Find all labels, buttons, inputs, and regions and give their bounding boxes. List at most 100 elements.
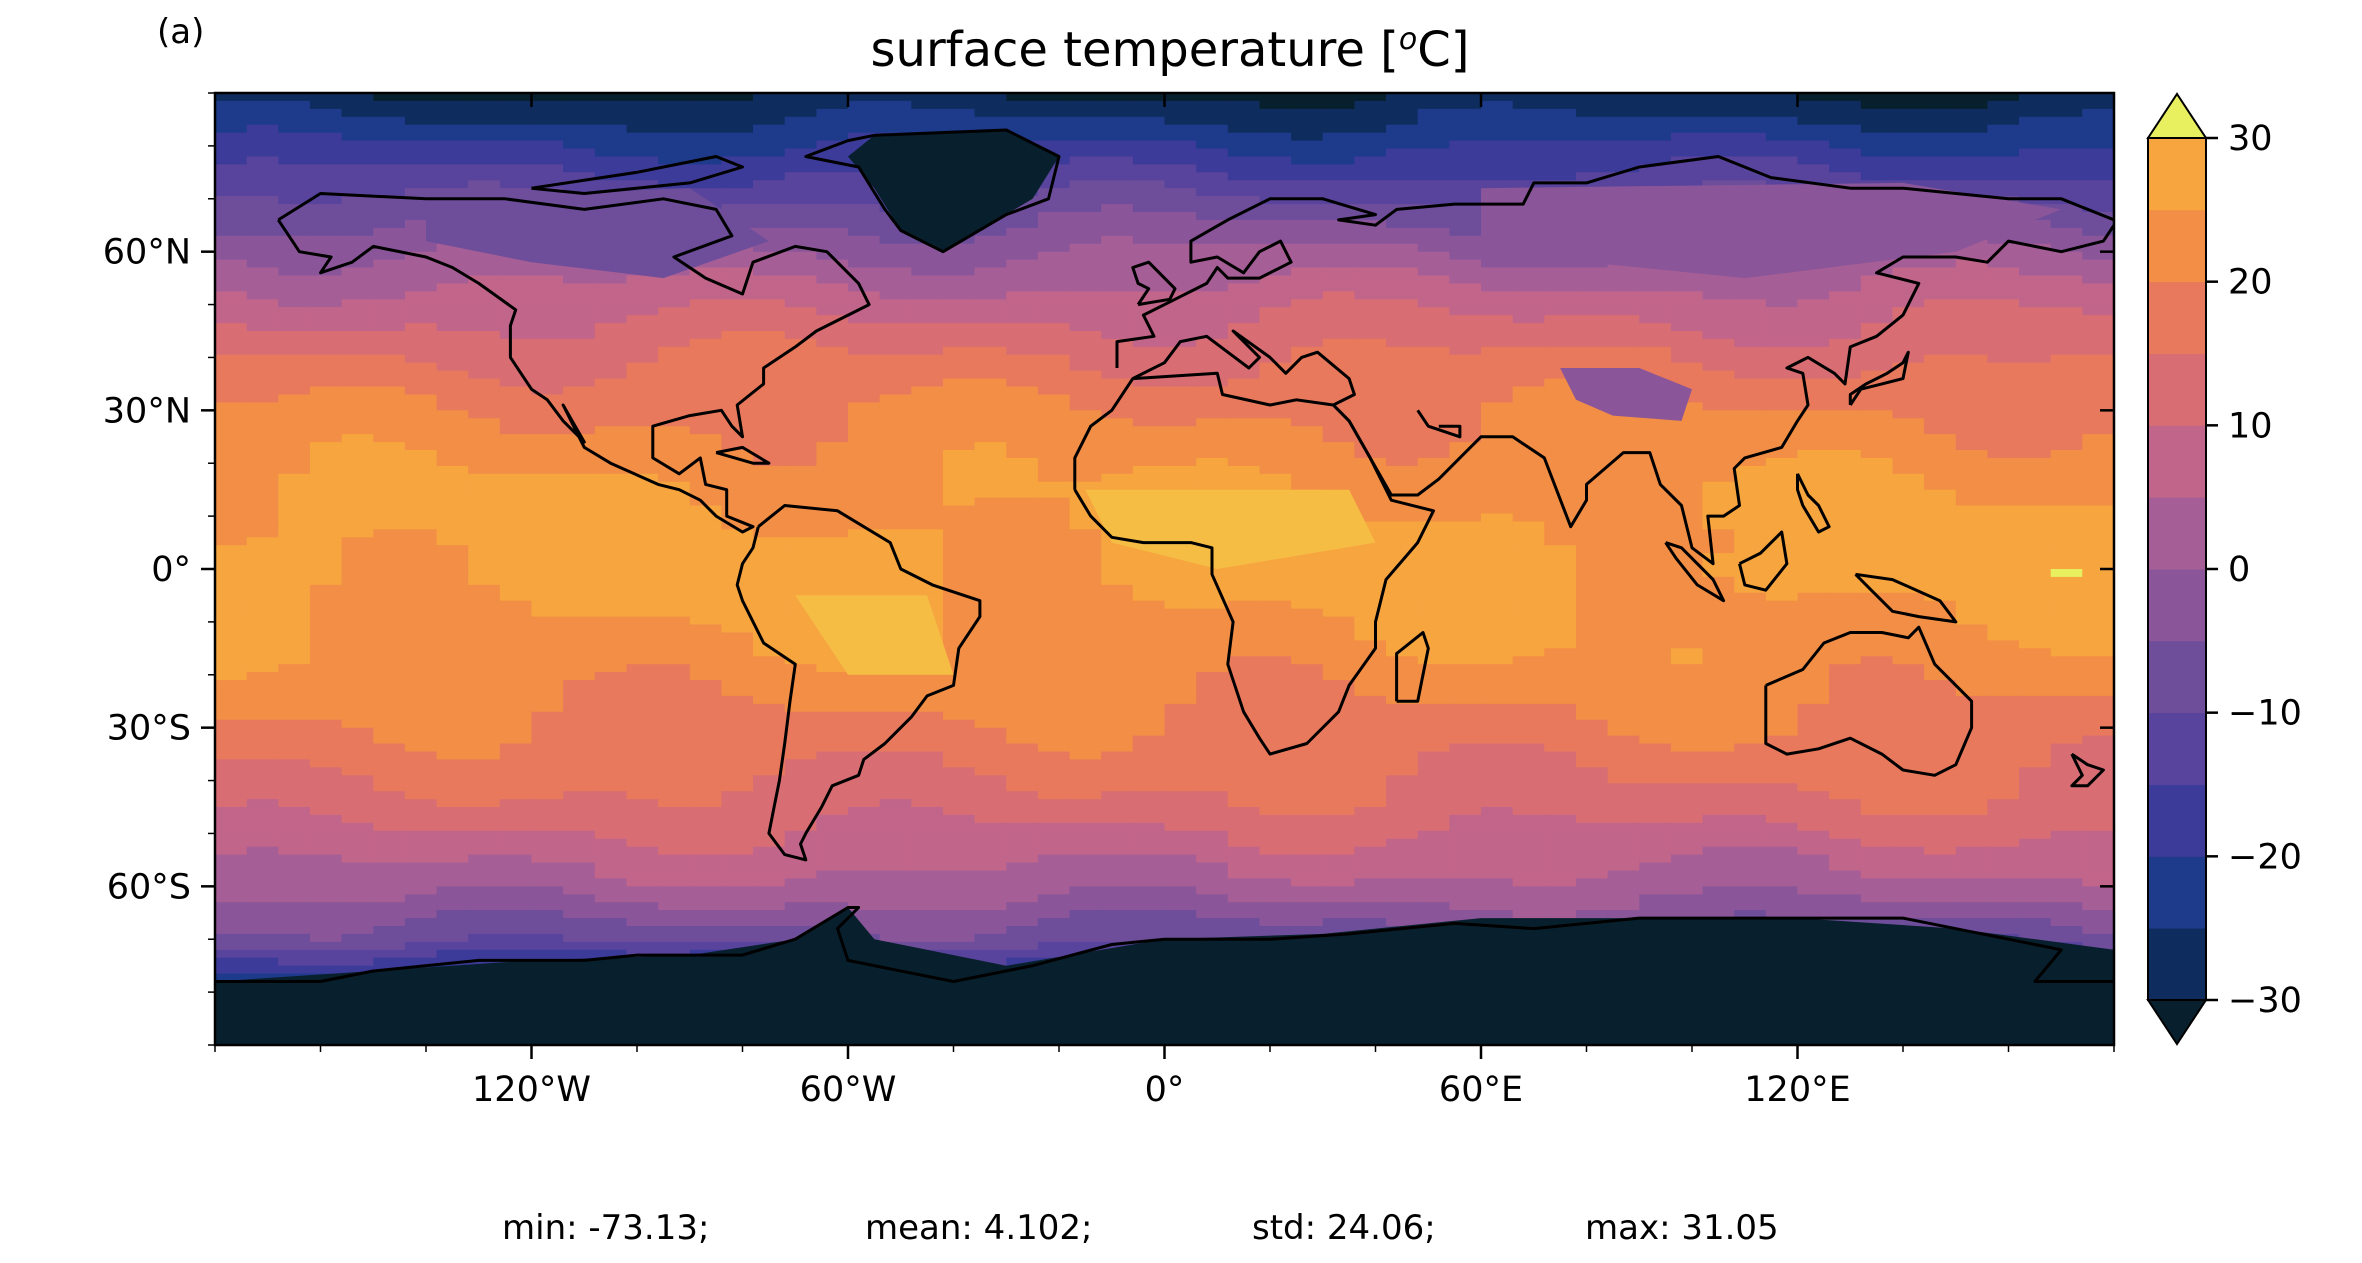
temperature-cell (1417, 323, 1450, 332)
temperature-cell (404, 307, 438, 316)
temperature-cell (309, 124, 343, 134)
temperature-cell (816, 235, 849, 245)
temperature-cell (1291, 640, 1324, 649)
temperature-cell (499, 410, 533, 419)
temperature-cell (753, 465, 786, 475)
temperature-cell (2050, 172, 2083, 181)
temperature-cell (1481, 695, 1514, 705)
temperature-cell (278, 243, 311, 253)
temperature-cell (1037, 648, 1071, 657)
temperature-cell (1955, 481, 1989, 491)
temperature-cell (1037, 600, 1071, 610)
temperature-cell (974, 402, 1007, 411)
temperature-cell (1386, 426, 1419, 435)
temperature-cell (1955, 188, 1989, 197)
temperature-cell (436, 148, 469, 157)
temperature-cell (1829, 307, 1862, 316)
temperature-cell (468, 450, 501, 459)
temperature-cell (436, 521, 469, 530)
temperature-cell (1734, 680, 1767, 689)
temperature-cell (531, 553, 564, 562)
temperature-cell (911, 362, 944, 372)
temperature-cell (1069, 132, 1102, 142)
temperature-cell (1227, 616, 1261, 626)
temperature-cell (1670, 434, 1704, 443)
temperature-cell (2050, 624, 2083, 633)
temperature-cell (1987, 576, 2020, 586)
temperature-cell (436, 426, 469, 435)
temperature-cell (1639, 505, 1672, 514)
temperature-cell (563, 703, 596, 713)
temperature-cell (1797, 632, 1830, 641)
temperature-cell (943, 529, 976, 538)
temperature-cell (816, 116, 849, 126)
temperature-cell (2019, 664, 2052, 673)
temperature-cell (1544, 608, 1577, 618)
temperature-cell (1069, 410, 1102, 419)
temperature-cell (1607, 100, 1640, 110)
temperature-cell (1607, 418, 1640, 427)
temperature-cell (563, 624, 596, 633)
temperature-cell (943, 291, 976, 300)
temperature-cell (2019, 251, 2052, 261)
temperature-cell (1354, 204, 1387, 213)
temperature-cell (1196, 172, 1229, 181)
temperature-cell (246, 680, 279, 689)
temperature-cell (943, 402, 976, 411)
temperature-cell (215, 148, 248, 157)
temperature-cell (309, 362, 343, 372)
temperature-cell (1512, 370, 1545, 380)
temperature-cell (848, 235, 881, 245)
temperature-cell (1164, 219, 1197, 229)
temperature-cell (309, 703, 343, 713)
temperature-cell (1132, 180, 1166, 189)
temperature-cell (1069, 576, 1102, 586)
temperature-cell (1101, 743, 1134, 752)
temperature-cell (594, 132, 628, 142)
temperature-cell (974, 521, 1007, 530)
temperature-cell (1417, 703, 1450, 713)
temperature-cell (1354, 584, 1387, 594)
temperature-cell (2082, 148, 2114, 157)
temperature-cell (1006, 473, 1039, 483)
temperature-cell (1386, 569, 1419, 578)
temperature-cell (1576, 267, 1609, 276)
temperature-cell (1322, 259, 1355, 269)
temperature-cell (689, 735, 722, 745)
temperature-cell (1955, 315, 1989, 324)
map-title: surface temperature [oC] (870, 22, 1470, 78)
temperature-cell (1607, 180, 1640, 189)
temperature-cell (879, 227, 912, 237)
temperature-cell (1544, 640, 1577, 649)
temperature-cell (309, 196, 343, 205)
temperature-cell (1702, 561, 1735, 570)
temperature-cell (1449, 188, 1482, 197)
temperature-cell (1639, 569, 1672, 578)
temperature-cell (626, 331, 659, 340)
temperature-cell (1797, 323, 1830, 332)
temperature-cell (1354, 140, 1387, 150)
temperature-cell (1924, 576, 1957, 586)
temperature-cell (1481, 100, 1514, 110)
temperature-cell (1892, 703, 1925, 713)
temperature-cell (1576, 331, 1609, 340)
temperature-cell (215, 204, 248, 213)
temperature-cell (499, 140, 533, 150)
temperature-cell (1734, 132, 1767, 142)
temperature-cell (816, 307, 849, 316)
temperature-cell (1417, 545, 1450, 554)
temperature-cell (1291, 251, 1324, 261)
temperature-cell (1196, 473, 1229, 483)
temperature-cell (594, 124, 628, 134)
temperature-cell (784, 426, 817, 435)
temperature-cell (911, 537, 944, 546)
temperature-cell (563, 323, 596, 332)
temperature-cell (1607, 124, 1640, 134)
temperature-cell (2019, 299, 2052, 308)
temperature-cell (1734, 688, 1767, 697)
temperature-cell (626, 648, 659, 657)
temperature-cell (1037, 513, 1071, 522)
temperature-cell (404, 148, 438, 157)
temperature-cell (943, 489, 976, 499)
temperature-cell (1829, 680, 1862, 689)
